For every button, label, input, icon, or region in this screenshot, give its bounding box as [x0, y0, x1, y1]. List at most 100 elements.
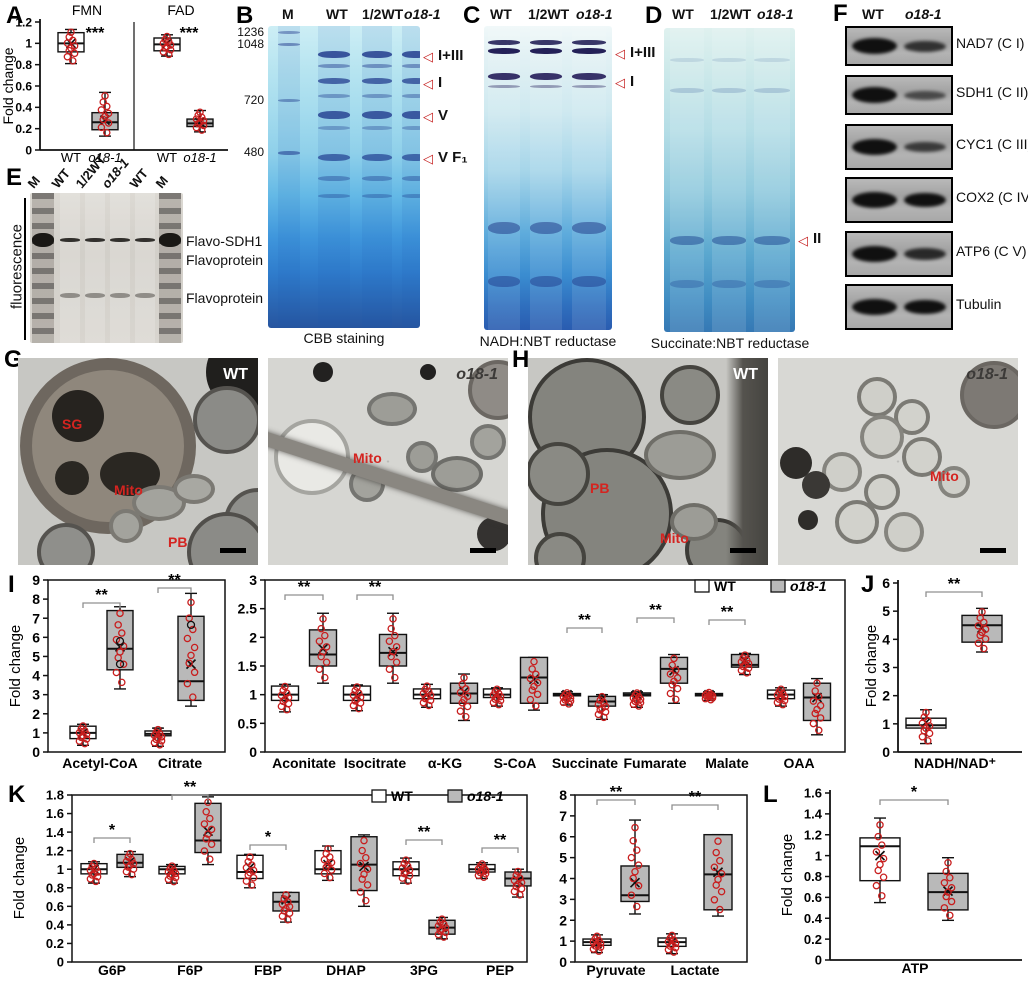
genotype-tag: o18-1: [966, 366, 1008, 383]
svg-text:0: 0: [815, 953, 822, 968]
gel-band: [572, 222, 606, 234]
chart-K1: 0 0.2 0.4 0.6 0.8 1 1.2 1.4 1.6 1.8 Fold change G6P…: [11, 779, 532, 978]
svg-text:Acetyl-CoA: Acetyl-CoA: [62, 755, 137, 771]
gel-band: [85, 238, 105, 242]
svg-text:FAD: FAD: [167, 2, 194, 18]
gel-image-succinate: [664, 28, 795, 332]
svg-text:0.2: 0.2: [804, 932, 822, 947]
svg-text:DHAP: DHAP: [326, 962, 366, 978]
organelle-shape: [670, 503, 718, 541]
svg-text:1: 1: [882, 716, 890, 732]
band-arrow-icon: ◁: [798, 233, 808, 248]
svg-text:6: 6: [882, 575, 890, 591]
svg-text:Lactate: Lactate: [670, 962, 719, 978]
marker-size-label: 480: [243, 145, 264, 159]
svg-text:4: 4: [882, 631, 890, 647]
svg-text:**: **: [948, 576, 961, 593]
complex-band-label: V F₁: [438, 149, 468, 166]
organelle-shape: [367, 392, 417, 426]
svg-text:**: **: [168, 572, 181, 589]
lane-header: o18-1: [404, 6, 441, 22]
svg-text:o18-1: o18-1: [467, 788, 504, 804]
lane-header: WT: [490, 6, 512, 22]
panel-label-i: I: [8, 571, 15, 598]
panel-label-h: H: [512, 346, 530, 373]
svg-text:**: **: [494, 832, 507, 849]
panel-label-k: K: [8, 781, 26, 808]
gel-band: [572, 73, 606, 80]
gel-band: [402, 78, 420, 84]
blot-band-mut: [904, 40, 946, 52]
gel-band: [318, 94, 350, 98]
svg-text:**: **: [610, 784, 623, 801]
svg-text:Fold change: Fold change: [7, 625, 24, 708]
svg-text:3: 3: [32, 687, 40, 703]
gel-band: [402, 111, 420, 119]
svg-text:*: *: [911, 784, 918, 801]
svg-text:0: 0: [559, 954, 567, 970]
gel-band: [318, 176, 350, 181]
band-arrow-icon: ◁: [423, 49, 433, 64]
lane-header: 1/2WT: [528, 6, 570, 22]
gel-band: [362, 126, 392, 130]
blot-band-mut: [904, 90, 946, 100]
blot-band-wt: [852, 192, 897, 208]
gel-band: [318, 111, 350, 119]
em-structure-label: Mito: [930, 468, 959, 484]
blot-box: [845, 75, 953, 115]
gel-image-nadh: [484, 26, 612, 330]
gel-band: [362, 154, 392, 161]
genotype-tag: o18-1: [456, 366, 498, 383]
svg-text:**: **: [418, 824, 431, 841]
organelle-shape: [55, 461, 89, 495]
svg-text:0.4: 0.4: [15, 101, 32, 115]
complex-band-label: II: [813, 230, 822, 247]
gel-lane: [60, 193, 80, 343]
organelle-shape: [884, 512, 924, 552]
marker-lane: [159, 193, 181, 343]
svg-text:**: **: [689, 789, 702, 806]
gel-band: [754, 236, 790, 245]
svg-text:2: 2: [32, 706, 40, 722]
lane-header: o18-1: [905, 6, 942, 22]
svg-text:S-CoA: S-CoA: [494, 755, 537, 771]
svg-text:G6P: G6P: [98, 962, 126, 978]
gel-band: [670, 280, 704, 288]
organelle-shape: [193, 386, 258, 454]
svg-text:1: 1: [815, 848, 822, 863]
gel-band: [60, 238, 80, 242]
genotype-tag: WT: [733, 366, 758, 383]
gel-band: [488, 85, 520, 88]
gel-band: [135, 293, 155, 298]
svg-text:0.4: 0.4: [804, 911, 823, 926]
gel-band: [530, 222, 562, 234]
gel-band: [278, 31, 300, 34]
gel-lane: [278, 26, 300, 328]
gel-lane: [402, 26, 420, 328]
gel-band: [278, 43, 300, 46]
gel-band: [278, 99, 300, 102]
organelle-shape: [860, 415, 904, 459]
gel-band: [135, 238, 155, 242]
blot-band-wt: [852, 38, 897, 54]
svg-text:5: 5: [559, 850, 567, 866]
svg-text:0.2: 0.2: [15, 122, 32, 136]
svg-text:3PG: 3PG: [410, 962, 438, 978]
svg-text:***: ***: [180, 25, 199, 42]
gel-image-cbb: [268, 26, 420, 328]
svg-text:3: 3: [882, 660, 890, 676]
svg-text:7: 7: [32, 610, 40, 626]
gel-band: [110, 238, 130, 242]
scale-bar: [220, 548, 246, 553]
marker-strong-band: [159, 233, 181, 247]
caption-cbb: CBB staining: [303, 330, 385, 346]
blot-row-label: ATP6 (C V): [956, 243, 1027, 259]
svg-text:9: 9: [32, 572, 40, 588]
gel-band: [318, 194, 350, 198]
gel-band: [488, 73, 520, 80]
complex-band-label: V: [438, 107, 449, 124]
em-structure-label: PB: [168, 534, 188, 550]
svg-text:F6P: F6P: [177, 962, 203, 978]
organelle-shape: [835, 500, 879, 544]
